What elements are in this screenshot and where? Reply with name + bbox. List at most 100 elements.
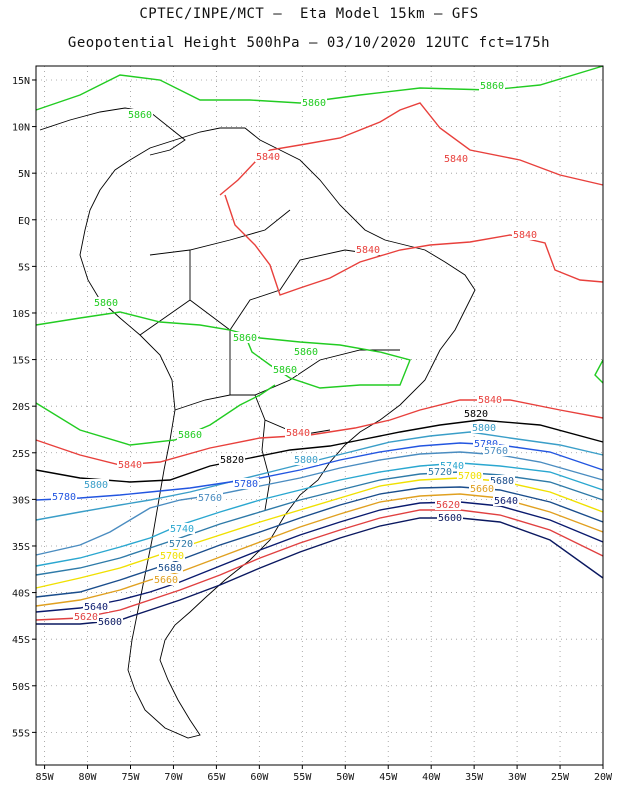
- contour-label-bg: [117, 459, 143, 470]
- contour-5640: [35, 501, 604, 613]
- contour-label-5700: 5700: [160, 551, 184, 562]
- contour-label-bg: [73, 611, 99, 622]
- south-america-coastline: [79, 127, 476, 739]
- contour-label-bg: [232, 332, 258, 343]
- contour-label-5840: 5840: [444, 154, 468, 165]
- lon-tick-label: 30W: [508, 772, 527, 783]
- lat-tick-label: 10S: [12, 309, 30, 320]
- lon-tick-label: 80W: [79, 772, 98, 783]
- contour-label-5840: 5840: [478, 395, 502, 406]
- lon-tick-label: 65W: [207, 772, 226, 783]
- contour-label-bg: [197, 492, 223, 503]
- lat-tick-label: EQ: [18, 216, 30, 227]
- contour-label-bg: [157, 562, 183, 573]
- contour-label-bg: [355, 244, 381, 255]
- contour-label-bg: [168, 538, 194, 549]
- contour-label-bg: [272, 364, 298, 375]
- contour-label-5620: 5620: [436, 500, 460, 511]
- contour-label-bg: [427, 466, 453, 477]
- contour-label-bg: [293, 346, 319, 357]
- contour-5860: [594, 359, 604, 384]
- contour-label-bg: [159, 550, 185, 561]
- lat-tick-label: 15N: [12, 76, 30, 87]
- contour-5700: [35, 477, 604, 589]
- central-america-coastline: [39, 107, 186, 156]
- contour-label-5640: 5640: [494, 496, 518, 507]
- contour-label-5700: 5700: [458, 471, 482, 482]
- lon-tick-label: 75W: [121, 772, 140, 783]
- map-frame: [35, 65, 604, 766]
- contour-label-5860: 5860: [273, 365, 297, 376]
- height-contours: [35, 65, 604, 625]
- contour-label-5860: 5860: [302, 98, 326, 109]
- contour-label-bg: [83, 601, 109, 612]
- map-axes: 85W 80W 75W 70W 65W 60W 55W 50W 45W 40W 35W 30W 25W 2…: [12, 65, 613, 783]
- contour-label-bg: [457, 470, 483, 481]
- lon-tick-label: 45W: [379, 772, 398, 783]
- lon-tick-label: 50W: [336, 772, 355, 783]
- contour-label-bg: [437, 512, 463, 523]
- map-grid: [36, 66, 604, 765]
- contour-label-5800: 5800: [84, 480, 108, 491]
- contour-label-5800: 5800: [294, 455, 318, 466]
- lat-tick-label: 55S: [12, 728, 30, 739]
- contour-5600: [36, 517, 604, 625]
- contour-5620: [35, 509, 604, 621]
- contour-label-bg: [435, 499, 461, 510]
- contour-5660: [35, 493, 604, 607]
- contour-label-bg: [479, 80, 505, 91]
- lat-tick-label: 25S: [12, 449, 30, 460]
- contour-5840: [35, 399, 604, 466]
- contour-5740: [35, 462, 604, 567]
- contour-label-5680: 5680: [158, 563, 182, 574]
- land-outlines: [39, 107, 476, 739]
- lon-tick-label: 60W: [250, 772, 269, 783]
- contour-label-bg: [301, 97, 327, 108]
- map-subtitle: Geopotential Height 500hPa – 03/10/2020 …: [67, 35, 551, 51]
- lon-tick-label: 55W: [293, 772, 312, 783]
- contour-label-bg: [512, 229, 538, 240]
- contour-label-5780: 5780: [234, 479, 258, 490]
- contour-5860: [35, 311, 411, 389]
- lat-tick-label: 10N: [12, 123, 30, 134]
- contour-label-bg: [443, 153, 469, 164]
- contour-label-5720: 5720: [428, 467, 452, 478]
- lon-tick-label: 35W: [465, 772, 484, 783]
- contour-5760: [35, 451, 604, 556]
- lon-tick-label: 85W: [36, 772, 55, 783]
- contour-label-5860: 5860: [178, 430, 202, 441]
- contour-label-bg: [493, 495, 519, 506]
- contour-label-5840: 5840: [356, 245, 380, 256]
- contour-label-bg: [483, 445, 509, 456]
- lat-tick-label: 40S: [12, 589, 30, 600]
- contour-label-5840: 5840: [513, 230, 537, 241]
- contour-label-bg: [97, 616, 123, 627]
- contour-label-5860: 5860: [128, 110, 152, 121]
- lat-tick-label: 5N: [18, 169, 30, 180]
- contour-label-5840: 5840: [286, 428, 310, 439]
- contour-label-bg: [473, 438, 499, 449]
- contour-label-bg: [477, 394, 503, 405]
- contour-label-5780: 5780: [52, 492, 76, 503]
- contour-label-5680: 5680: [490, 476, 514, 487]
- contour-label-bg: [51, 491, 77, 502]
- contour-label-bg: [463, 408, 489, 419]
- lat-tick-label: 5S: [18, 262, 30, 273]
- contour-label-5820: 5820: [220, 455, 244, 466]
- map-title: CPTEC/INPE/MCT – Eta Model 15km – GFS: [139, 6, 479, 22]
- contour-label-5860: 5860: [294, 347, 318, 358]
- contour-label-5760: 5760: [198, 493, 222, 504]
- lat-tick-label: 45S: [12, 635, 30, 646]
- contour-label-bg: [83, 479, 109, 490]
- lat-tick-label: 15S: [12, 356, 30, 367]
- contour-label-5780: 5780: [474, 439, 498, 450]
- contour-label-5740: 5740: [170, 524, 194, 535]
- lon-tick-label: 70W: [164, 772, 183, 783]
- contour-label-bg: [489, 475, 515, 486]
- contour-label-bg: [255, 151, 281, 162]
- contour-5840: [219, 102, 604, 196]
- contour-label-bg: [471, 422, 497, 433]
- contour-5820: [35, 419, 604, 483]
- contour-label-5620: 5620: [74, 612, 98, 623]
